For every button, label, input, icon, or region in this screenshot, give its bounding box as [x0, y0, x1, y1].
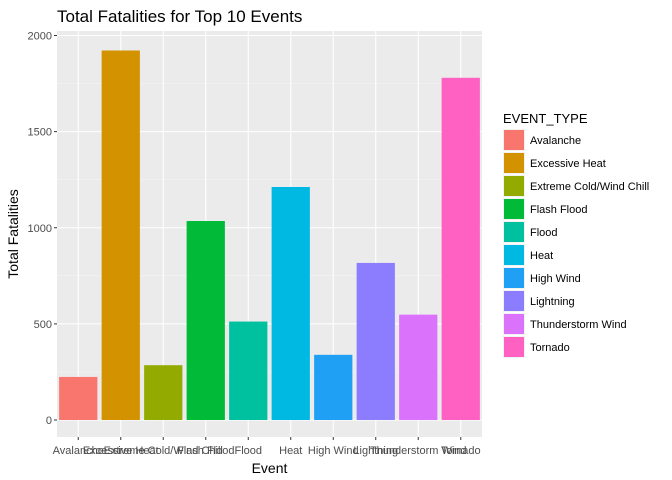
- x-tick-label: Flash Flood: [177, 445, 234, 457]
- legend-key: [504, 199, 524, 219]
- x-tick-label: Thunderstorm Wind: [370, 445, 467, 457]
- bars: [59, 50, 480, 421]
- bar: [399, 314, 438, 420]
- bar: [144, 365, 183, 420]
- bar: [271, 186, 310, 420]
- y-tick-label: 500: [34, 319, 52, 331]
- bar: [229, 321, 268, 420]
- y-tick-label: 1000: [28, 223, 52, 235]
- legend-label: Thunderstorm Wind: [530, 319, 627, 331]
- x-tick-label: Avalanche: [53, 445, 104, 457]
- y-axis-title: Total Fatalities: [5, 189, 21, 278]
- y-tick-label: 2000: [28, 31, 52, 43]
- legend-label: Extreme Cold/Wind Chill: [530, 181, 649, 193]
- legend-key: [504, 268, 524, 288]
- legend: EVENT_TYPE Avalanche Excessive Heat Extrem…: [503, 111, 649, 358]
- bar: [101, 50, 140, 421]
- y-tick-label: 1500: [28, 127, 52, 139]
- x-tick-label: Extreme Cold/Wind Chill: [104, 445, 223, 457]
- legend-key: [504, 153, 524, 173]
- legend-key: [504, 245, 524, 265]
- x-tick-label: Heat: [279, 445, 302, 457]
- bar: [441, 77, 480, 421]
- legend-key: [504, 314, 524, 334]
- legend-key: [504, 176, 524, 196]
- x-tick-label: Excessive Heat: [83, 445, 159, 457]
- legend-label: Heat: [530, 250, 553, 262]
- x-axis-title: Event: [252, 460, 288, 476]
- x-tick-label: High Wind: [308, 445, 359, 457]
- bar: [356, 262, 395, 420]
- legend-label: Avalanche: [530, 135, 581, 147]
- chart-title: Total Fatalities for Top 10 Events: [57, 7, 302, 26]
- bar: [186, 221, 225, 420]
- x-tick-label: Lightning: [353, 445, 398, 457]
- legend-label: Flash Flood: [530, 204, 587, 216]
- bar: [59, 376, 98, 420]
- legend-key: [504, 222, 524, 242]
- legend-title: EVENT_TYPE: [503, 111, 588, 126]
- legend-key: [504, 337, 524, 357]
- legend-key: [504, 291, 524, 311]
- legend-key: [504, 130, 524, 150]
- legend-label: Excessive Heat: [530, 158, 606, 170]
- x-tick-label: Flood: [234, 445, 262, 457]
- legend-label: Lightning: [530, 296, 575, 308]
- bar: [314, 354, 353, 420]
- x-tick-label: Tornado: [441, 445, 481, 457]
- y-axis: 0 500 1000 1500 2000: [28, 31, 57, 427]
- legend-label: High Wind: [530, 273, 581, 285]
- legend-label: Tornado: [530, 342, 570, 354]
- y-tick-label: 0: [46, 415, 52, 427]
- legend-label: Flood: [530, 227, 558, 239]
